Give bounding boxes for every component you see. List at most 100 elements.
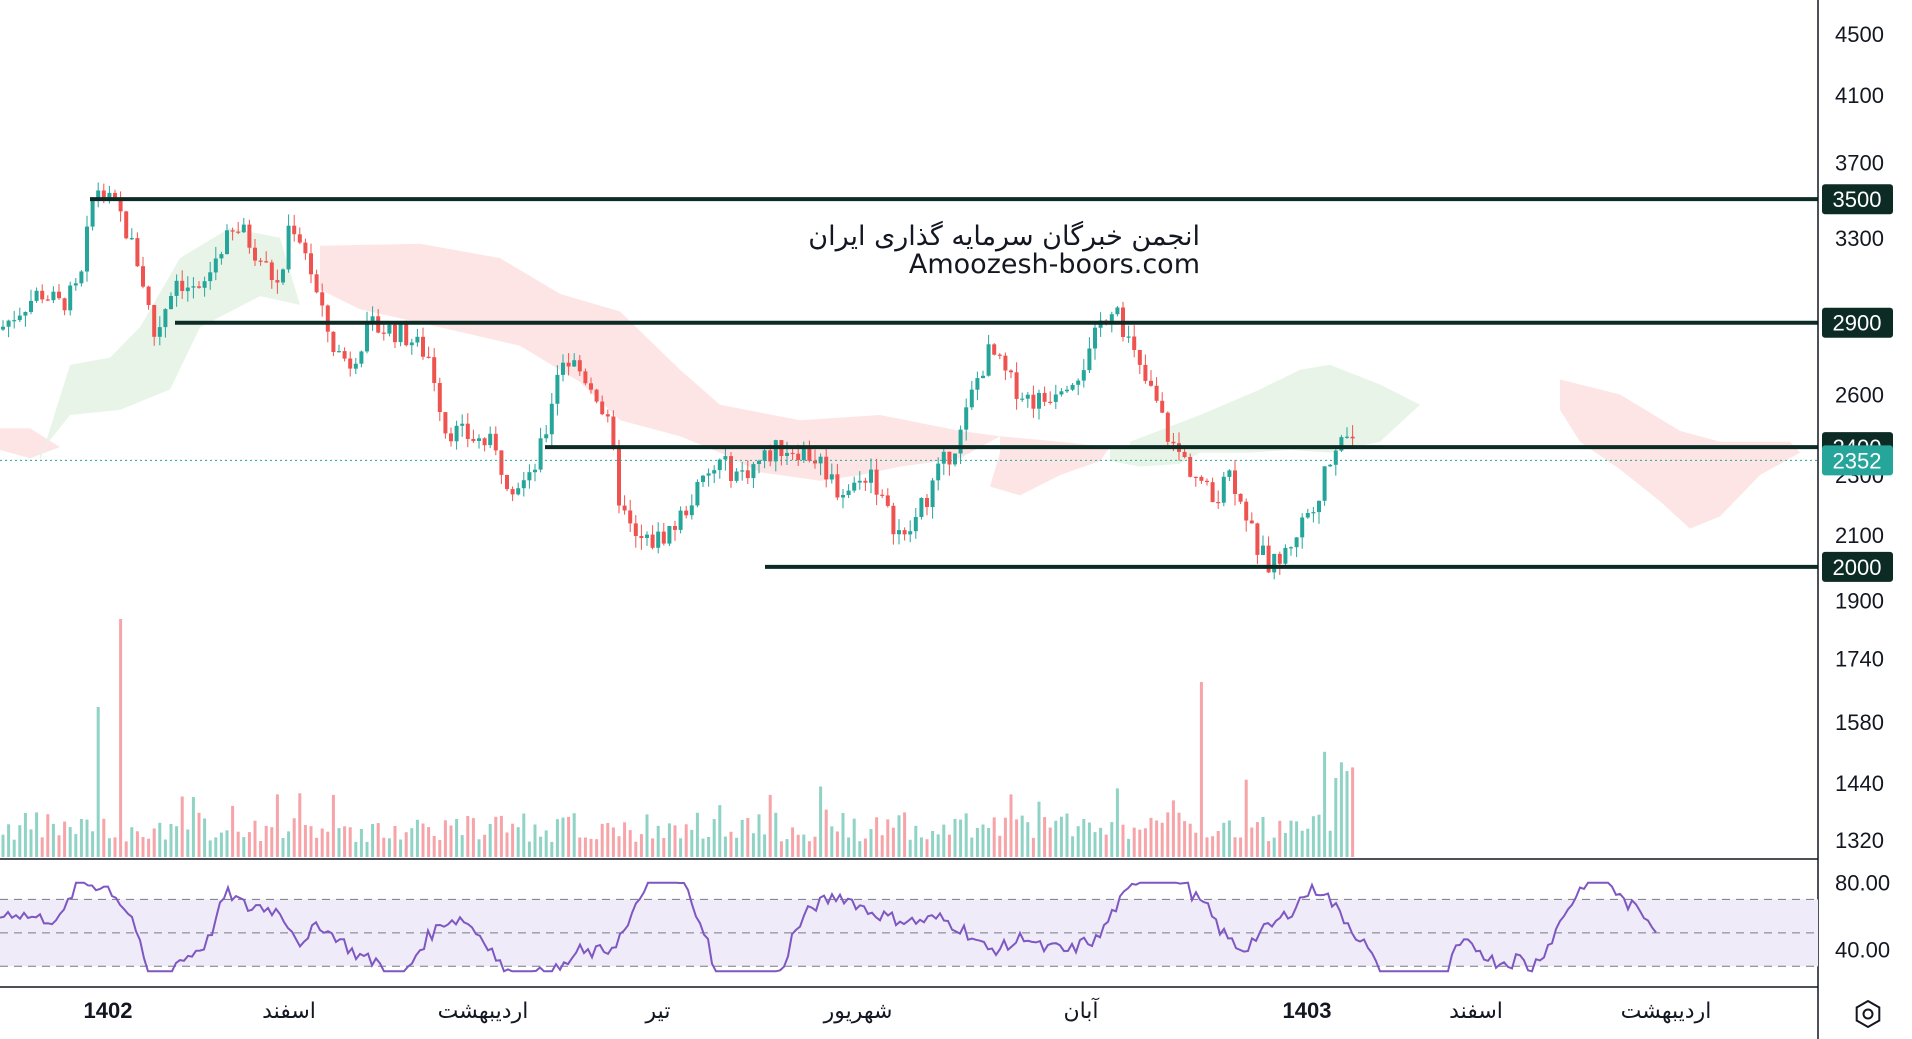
volume-bar — [880, 835, 884, 857]
candle — [331, 331, 336, 357]
candle — [281, 268, 285, 285]
volume-bar — [1267, 841, 1271, 857]
volume-bar — [91, 831, 95, 857]
volume-bar — [1328, 830, 1332, 857]
volume-bar — [617, 836, 621, 857]
volume-bar — [1127, 838, 1131, 857]
candle — [359, 350, 364, 368]
price-tick-label: 4100 — [1835, 83, 1884, 108]
volume-bar — [735, 837, 739, 857]
volume-bar — [169, 824, 173, 857]
volume-bar — [197, 812, 201, 857]
candle — [320, 283, 325, 317]
volume-bar — [802, 834, 806, 857]
volume-bar — [247, 832, 251, 857]
candle — [1238, 493, 1243, 505]
candle — [1137, 349, 1142, 375]
volume-bar — [1160, 822, 1164, 857]
volume-bar — [460, 835, 464, 857]
candle — [1333, 447, 1338, 476]
candle — [919, 497, 924, 520]
candle — [437, 377, 442, 422]
candle — [34, 287, 39, 303]
candle — [488, 426, 493, 449]
candle — [510, 486, 515, 502]
volume-bar — [555, 819, 559, 857]
candle — [219, 251, 224, 265]
volume-bar — [1, 834, 5, 857]
volume-bar — [1199, 682, 1203, 857]
volume-bar — [673, 825, 677, 857]
time-tick-label: آبان — [1063, 997, 1099, 1023]
time-axis[interactable]: 1402 اسفند اردیبهشت تیر شهریور آبان 1403 اسفند ا… — [84, 997, 1712, 1023]
volume-bar — [1015, 819, 1019, 857]
volume-bar — [897, 815, 901, 857]
candle — [555, 365, 560, 416]
candle — [443, 412, 448, 439]
candle — [1345, 427, 1349, 439]
volume-bar — [225, 830, 229, 857]
volume-bar — [1166, 812, 1170, 857]
candle — [29, 289, 33, 315]
volume-bar — [281, 838, 285, 857]
volume-bar — [757, 814, 761, 857]
candle — [656, 522, 661, 554]
volume-bar — [326, 831, 330, 857]
candle — [342, 347, 347, 362]
volume-bar — [1300, 830, 1304, 857]
candle — [1188, 453, 1193, 478]
candle — [269, 259, 274, 289]
candle — [605, 409, 610, 423]
volume-bar — [102, 818, 106, 857]
candle — [521, 472, 526, 497]
volume-bar — [449, 825, 453, 857]
time-tick-label: 1402 — [84, 998, 133, 1023]
volume-bar — [740, 819, 744, 857]
volume-bar — [1115, 788, 1119, 857]
candle — [1294, 537, 1299, 558]
volume-bar — [113, 837, 117, 857]
candle — [611, 410, 616, 451]
candle — [471, 429, 476, 444]
volume-bar — [399, 839, 403, 857]
candle — [857, 471, 862, 490]
volume-bar — [695, 812, 699, 857]
candle — [986, 334, 991, 377]
volume-bar — [718, 805, 722, 857]
candle — [309, 243, 313, 284]
volume-bar — [287, 831, 291, 857]
candle — [152, 304, 157, 346]
candle — [936, 457, 941, 491]
candle — [863, 477, 868, 491]
volume-bar — [1188, 823, 1192, 857]
candle — [1160, 392, 1165, 414]
volume-bar — [1289, 820, 1293, 857]
candle — [51, 286, 56, 304]
price-axis[interactable]: 4500410037003300260023002100190017401580… — [1822, 22, 1893, 853]
candle — [589, 377, 593, 394]
volume-bar — [1295, 821, 1299, 857]
rsi-tick-label: 40.00 — [1835, 938, 1890, 963]
volume-bar — [987, 828, 991, 857]
candle — [594, 388, 599, 404]
candle — [807, 440, 812, 463]
volume-bar — [1087, 822, 1091, 857]
volume-bar — [539, 836, 543, 857]
volume-bar — [1043, 817, 1047, 857]
volume-bar — [18, 825, 22, 857]
volume-bar — [763, 834, 767, 857]
price-tick-label: 1320 — [1835, 828, 1884, 853]
candle — [1154, 377, 1159, 403]
volume-bar — [1216, 831, 1220, 857]
volume-bar — [242, 837, 246, 857]
price-tick-label: 2600 — [1835, 383, 1884, 408]
volume-bar — [942, 824, 946, 857]
candle — [135, 232, 140, 267]
candle — [124, 210, 129, 240]
volume-bar — [158, 822, 162, 857]
volume-bar — [1099, 827, 1103, 857]
candle — [1143, 354, 1148, 384]
chart-settings-icon[interactable] — [1855, 999, 1881, 1029]
volume-bar — [96, 707, 100, 857]
